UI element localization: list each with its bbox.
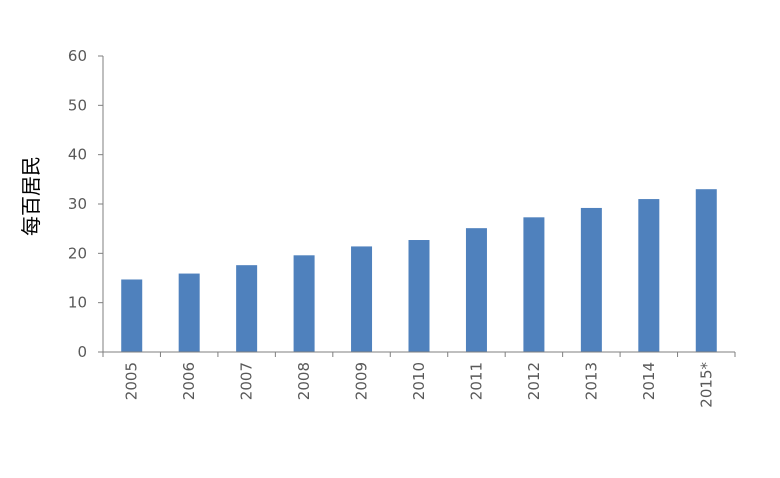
y-axis-label: 每百居民 (19, 156, 43, 236)
bar-2014 (638, 199, 660, 352)
y-tick-label: 10 (68, 294, 87, 312)
bar-2013 (580, 207, 602, 352)
bar-2007 (236, 265, 258, 352)
x-tick-label: 2008 (295, 362, 313, 400)
x-tick-label: 2014 (640, 362, 658, 400)
y-tick-label: 0 (77, 343, 87, 361)
x-axis-ticks: 2005 2006 2007 2008 2009 2010 2011 2012 2013 2014… (102, 352, 736, 408)
bar-2009 (351, 246, 373, 352)
x-tick-label: 2012 (525, 362, 543, 400)
x-tick-label: 2015* (697, 362, 715, 408)
x-tick-label: 2006 (180, 362, 198, 400)
bar-2008 (293, 255, 315, 352)
y-tick-label: 20 (68, 244, 87, 262)
x-tick-label: 2011 (467, 362, 485, 400)
x-tick-label: 2010 (410, 362, 428, 400)
x-tick-label: 2005 (123, 362, 141, 400)
bar-2006 (178, 273, 200, 352)
bar-2005 (121, 279, 143, 352)
x-tick-label: 2009 (353, 362, 371, 400)
bar-2011 (465, 228, 487, 352)
y-tick-label: 30 (68, 195, 87, 213)
y-axis-label-group: 每百居民 (19, 156, 43, 236)
x-tick-label: 2007 (238, 362, 256, 400)
bar-2010 (408, 240, 430, 352)
bar-2012 (523, 217, 545, 352)
x-tick-label: 2013 (582, 362, 600, 400)
bar-2015-star (695, 189, 717, 352)
bars (121, 189, 717, 352)
y-tick-label: 50 (68, 96, 87, 114)
y-axis-ticks: 0 10 20 30 40 50 60 (68, 47, 103, 361)
y-tick-label: 40 (68, 146, 87, 164)
y-tick-label: 60 (68, 47, 87, 65)
